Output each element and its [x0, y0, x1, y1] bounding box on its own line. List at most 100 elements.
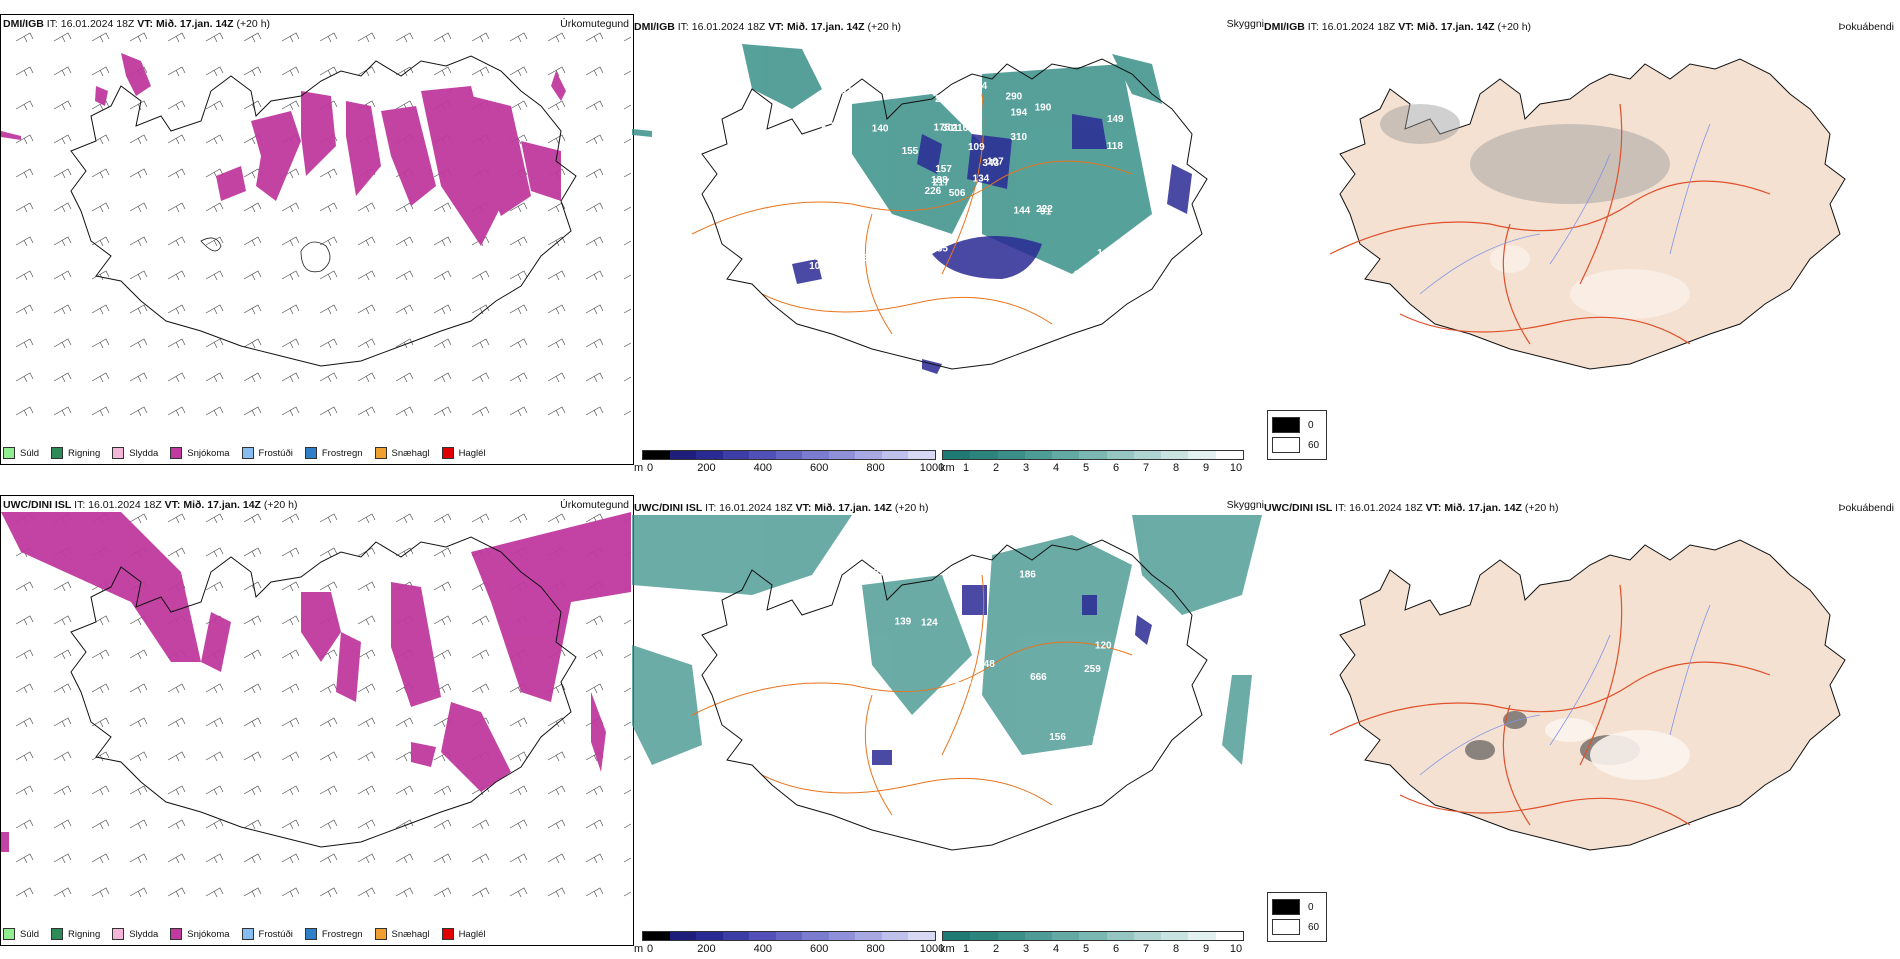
wind-barb	[15, 819, 34, 830]
wind-barb	[91, 202, 110, 213]
cloudbase-labels: 506 302 217 133 343 302 290 216 194 134 117 51 240 14…	[798, 81, 1124, 284]
wind-barb	[91, 887, 110, 898]
colorbar-tick: 9	[1202, 462, 1210, 474]
wind-barb	[243, 66, 262, 77]
wind-barb	[433, 66, 452, 77]
wind-barb	[15, 785, 34, 796]
legend-swatch	[374, 447, 387, 459]
colorbar-cell	[908, 932, 935, 940]
legend-label: Súld	[20, 928, 40, 940]
wind-barb	[167, 100, 186, 111]
colorbar-cell	[1215, 932, 1243, 940]
wind-barb	[319, 683, 338, 694]
fog-legend-swatch	[1272, 919, 1300, 935]
roads	[1329, 584, 1771, 826]
wind-barb	[585, 887, 604, 898]
glacier-outlines	[200, 237, 331, 273]
fog-legend-item: 60	[1272, 917, 1322, 937]
wind-barb	[15, 168, 34, 179]
wind-barb	[205, 66, 224, 77]
colorbar-tick: 4	[1052, 462, 1060, 474]
colorbar-cell	[997, 932, 1025, 940]
wind-barb	[205, 819, 224, 830]
wind-barb	[281, 649, 300, 660]
wind-barb	[395, 887, 414, 898]
valid-time-label: VT:	[137, 18, 154, 30]
panel-title: Þokuábendi	[1838, 502, 1894, 514]
legend-swatch	[3, 447, 15, 459]
wind-barb	[167, 887, 186, 898]
wind-barb	[509, 513, 528, 524]
wind-barb	[167, 853, 186, 864]
wind-barb	[243, 683, 262, 694]
wind-barb	[623, 308, 631, 314]
wind-barb	[53, 819, 72, 830]
wind-barb	[129, 819, 148, 830]
wind-barb	[509, 717, 528, 728]
model-source: UWC/DINI ISL	[634, 502, 703, 514]
legend-label: Snæhagl	[391, 928, 430, 940]
valid-time-label: VT:	[795, 502, 812, 514]
wind-barb	[395, 853, 414, 864]
precip-panel-bottom: UWC/DINI ISL IT: 16.01.2024 18Z VT: Mið.…	[0, 495, 634, 946]
wind-barb	[433, 202, 452, 213]
cloudbase-label: 120	[874, 229, 891, 240]
wind-barb	[357, 785, 376, 796]
cloudbase-label: 135	[868, 567, 885, 578]
model-source: DMI/IGB	[634, 21, 675, 33]
colorbar-cell	[1161, 451, 1189, 459]
cloudbase-label: 88	[1074, 270, 1086, 281]
legend-label: Súld	[20, 447, 40, 459]
wind-barb	[395, 372, 414, 383]
wind-barb	[167, 683, 186, 694]
wind-barb	[357, 751, 376, 762]
wind-barb	[281, 581, 300, 592]
wind-barb	[357, 66, 376, 77]
legend-label: Frostregn	[321, 447, 363, 459]
cloudbase-label: 144	[1014, 205, 1031, 216]
panel-title: Úrkomutegund	[560, 499, 629, 511]
snow-areas	[1, 512, 631, 852]
fog-legend-label: 60	[1308, 921, 1320, 933]
cloudbase-label: 115	[834, 231, 851, 242]
wind-barb	[53, 683, 72, 694]
wind-barb	[547, 887, 566, 898]
colorbar-tick: 0	[646, 462, 654, 474]
valid-time: Mið. 17.jan. 14Z	[183, 499, 261, 511]
rivers	[1419, 604, 1711, 776]
wind-barb	[623, 342, 631, 348]
wind-barb	[129, 168, 148, 179]
wind-barb	[129, 100, 148, 111]
legend-label: Snæhagl	[391, 447, 430, 459]
wind-barb	[129, 270, 148, 281]
colorbar-tick: 3	[1022, 462, 1030, 474]
valid-time: Mið. 17.jan. 14Z	[1416, 21, 1495, 33]
wind-barb	[623, 172, 631, 178]
wind-barb	[433, 649, 452, 660]
colorbar-cell	[1188, 932, 1216, 940]
wind-barb	[53, 372, 72, 383]
wind-barb	[205, 372, 224, 383]
wind-barb	[53, 338, 72, 349]
lead-time: (+20 h)	[263, 499, 298, 511]
wind-barb	[547, 66, 566, 77]
visibility-colorbar: km 1 2 3 4 5 6 7 8 9 10	[940, 931, 1244, 959]
cloudbase-label: 107	[987, 156, 1004, 167]
wind-barb	[91, 819, 110, 830]
wind-barb	[167, 819, 186, 830]
wind-barb	[585, 236, 604, 247]
colorbar-cell	[970, 451, 998, 459]
colorbar-tick: 600	[810, 943, 829, 955]
wind-barb	[357, 683, 376, 694]
wind-barb	[281, 887, 300, 898]
wind-barb	[433, 304, 452, 315]
legend-item: Rigning	[51, 447, 100, 459]
legend-swatch	[51, 928, 64, 940]
colorbar-tick: 400	[753, 462, 772, 474]
legend-item: Haglél	[441, 447, 486, 459]
cloudbase-label: 104	[809, 261, 826, 272]
wind-barb	[15, 66, 34, 77]
wind-barb	[205, 547, 224, 558]
colorbar-cell	[855, 451, 882, 459]
wind-barb	[205, 202, 224, 213]
